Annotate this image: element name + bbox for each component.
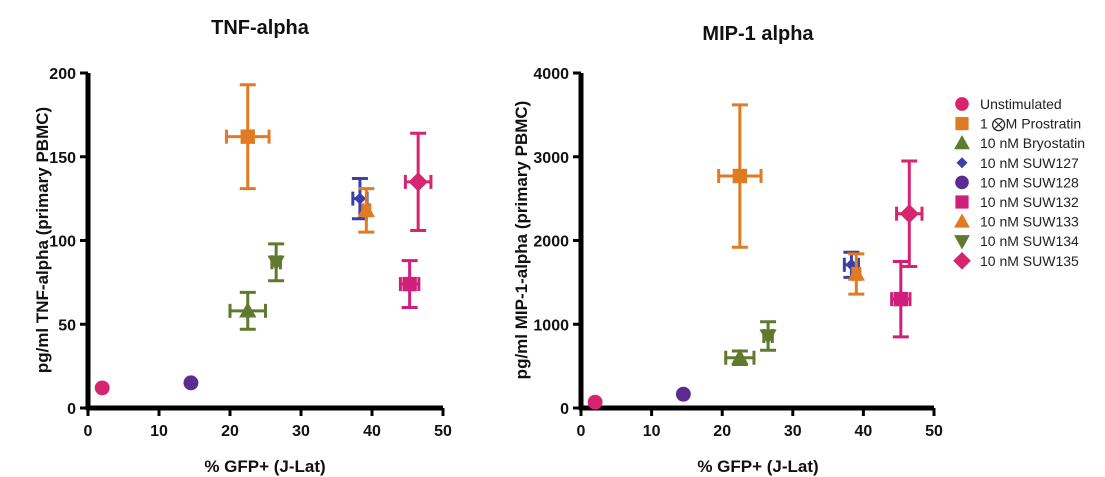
y-tick-label: 200 [49,66,76,83]
legend-item: 10 nM SUW132 [955,194,1079,210]
data-point [267,242,285,283]
data-point [847,252,865,296]
legend-item: 10 nM SUW134 [954,233,1079,250]
data-marker [899,204,919,224]
legend-item: Unstimulated [955,96,1062,112]
data-point [587,394,603,410]
data-point [398,259,421,309]
legend-marker [955,97,969,111]
legend-marker [954,235,970,250]
chart-title-tnf: TNF-alpha [211,17,310,39]
y-tick-label: 100 [49,234,76,251]
legend-label: Unstimulated [980,96,1062,112]
legend-marker [953,252,971,270]
legend-label: 10 nM SUW134 [980,233,1079,249]
chart-title-mip: MIP-1 alpha [702,23,814,45]
legend-item: 10 nM Bryostatin [954,134,1085,151]
x-tick-label: 50 [925,423,943,440]
x-tick-label: 30 [292,423,310,440]
x-tick-label: 50 [434,423,452,440]
x-tick-label: 20 [221,423,239,440]
legend-marker [955,195,969,209]
x-tick-label: 10 [150,423,168,440]
data-marker [408,172,428,192]
x-tick-label: 0 [84,423,93,440]
x-axis-label-tnf: % GFP+ (J-Lat) [204,457,325,476]
y-tick-label: 0 [67,401,76,418]
data-point [895,159,924,268]
data-point [717,103,763,249]
legend-label: 10 nM SUW128 [980,174,1079,190]
legend-label: 10 nM Bryostatin [980,135,1085,151]
legend-marker [954,213,970,228]
legend-marker [954,134,970,150]
y-tick-label: 4000 [533,66,569,83]
y-axis-label-mip: pg/ml MIP-1-alpha (primary PBMC) [512,101,531,380]
legend-label: 10 nM SUW133 [980,214,1079,230]
data-marker [239,301,257,318]
x-tick-label: 30 [784,423,802,440]
legend-marker [955,117,969,131]
data-point [675,386,691,402]
legend-marker [956,157,968,169]
data-marker [353,192,366,205]
data-marker [587,394,603,410]
y-tick-label: 3000 [533,150,569,167]
data-marker [94,380,110,396]
data-marker [759,329,777,345]
data-marker [845,258,858,271]
data-marker [357,201,375,217]
data-point [183,375,199,391]
data-point [357,187,375,234]
legend-item: 1 ⨂M Prostratin [955,116,1081,132]
tnf-plot-area: 0 10 20 30 40 50 0 50 100 150 200 [49,66,452,440]
legend-label: 1 ⨂M Prostratin [980,116,1081,132]
data-marker [731,348,749,365]
y-tick-label: 50 [58,317,76,334]
legend-item: 10 nM SUW135 [953,252,1079,270]
data-marker [267,255,285,272]
x-tick-label: 0 [577,423,586,440]
y-axis-label-tnf: pg/ml TNF-alpha (primary PBMC) [33,107,52,373]
data-marker [402,276,417,292]
tnf-alpha-panel: TNF-alpha % GFP+ (J-Lat) pg/ml TNF-alpha… [33,17,452,476]
data-point [759,320,777,352]
y-tick-label: 0 [560,401,569,418]
data-point [724,348,756,366]
data-marker [240,129,255,144]
data-point [94,380,110,396]
x-tick-label: 10 [643,423,661,440]
legend: Unstimulated 1 ⨂M Prostratin 10 nM Bryosta… [953,96,1085,270]
x-tick-label: 40 [363,423,381,440]
y-tick-label: 1000 [533,317,569,334]
mip-1-alpha-panel: MIP-1 alpha % GFP+ (J-Lat) pg/ml MIP-1-a… [512,23,943,476]
data-point [403,131,433,232]
legend-label: 10 nM SUW132 [980,194,1079,210]
data-marker [847,265,865,281]
legend-marker [955,175,969,190]
data-point [228,290,267,331]
x-tick-label: 20 [713,423,731,440]
data-marker [183,375,199,391]
legend-item: 10 nM SUW133 [954,213,1079,230]
legend-item: 10 nM SUW128 [955,174,1079,190]
y-tick-label: 2000 [533,234,569,251]
data-marker [675,386,691,402]
legend-item: 10 nM SUW127 [956,155,1079,171]
legend-label: 10 nM SUW135 [980,253,1079,269]
data-marker [893,291,909,307]
data-marker [732,168,748,184]
data-point [890,259,912,339]
x-tick-label: 40 [855,423,873,440]
legend-label: 10 nM SUW127 [980,155,1079,171]
x-axis-label-mip: % GFP+ (J-Lat) [697,457,818,476]
mip-plot-area: 0 10 20 30 40 50 0 1000 2000 3000 4000 [533,66,943,440]
y-tick-label: 150 [49,150,76,167]
data-point [224,83,271,191]
